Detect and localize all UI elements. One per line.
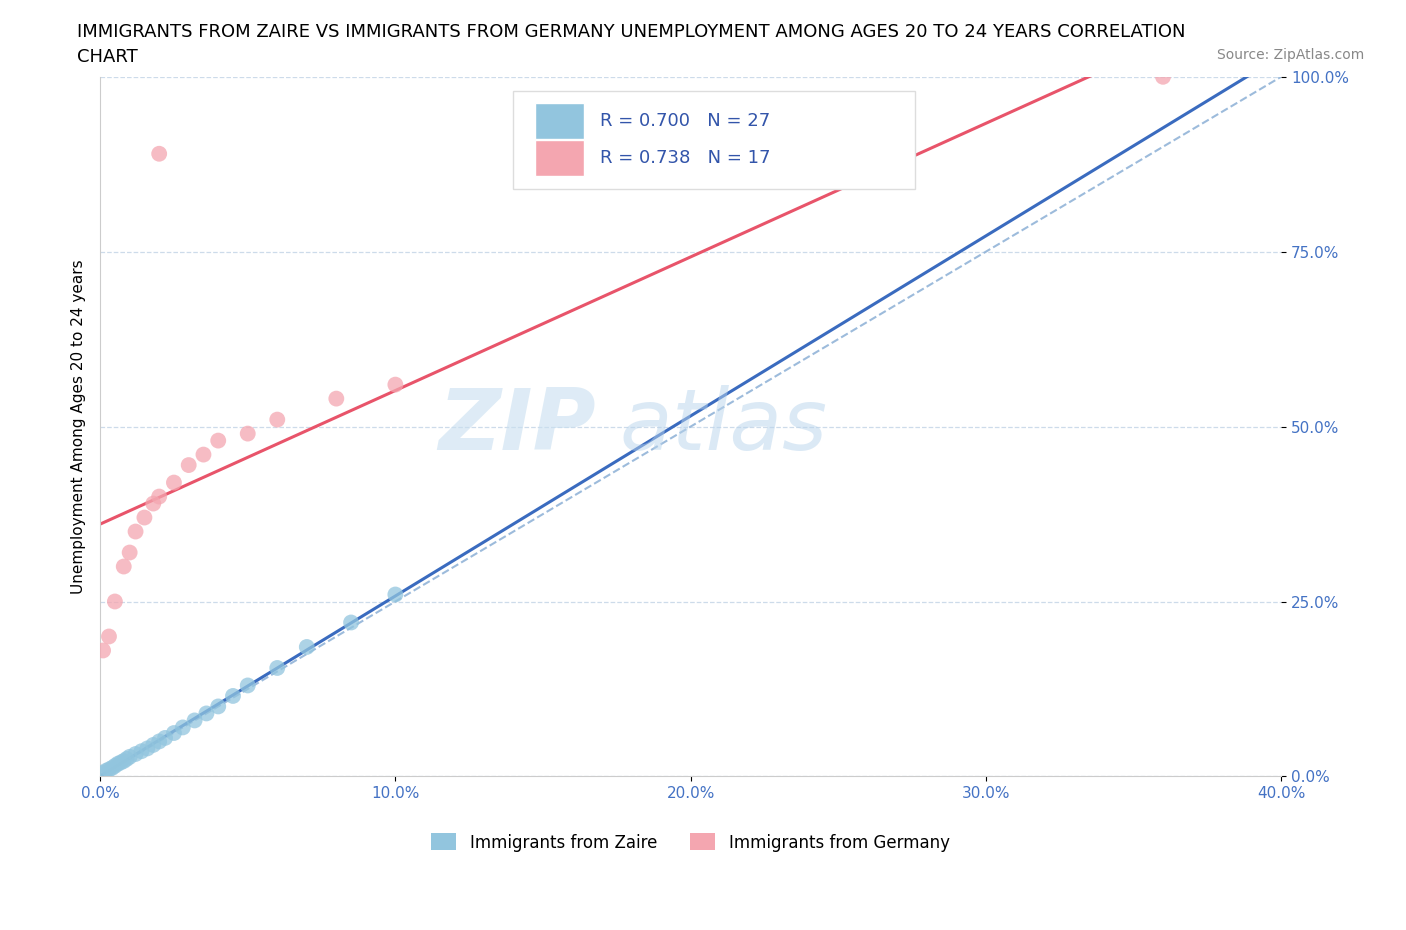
Point [98,762,121,777]
Point [183,713,205,728]
Point [153,730,176,745]
Point [118,750,141,764]
Point [177,458,200,472]
Point [136,741,159,756]
Point [142,737,165,752]
FancyBboxPatch shape [534,140,585,176]
Point [112,559,135,574]
Point [91,765,114,780]
Point [236,678,259,693]
Point [172,720,194,735]
Point [124,747,146,762]
Point [148,734,170,749]
Text: IMMIGRANTS FROM ZAIRE VS IMMIGRANTS FROM GERMANY UNEMPLOYMENT AMONG AGES 20 TO 2: IMMIGRANTS FROM ZAIRE VS IMMIGRANTS FROM… [77,23,1185,41]
Point [118,545,141,560]
Point [207,433,229,448]
Text: R = 0.700   N = 27: R = 0.700 N = 27 [600,112,770,130]
Point [134,511,156,525]
Y-axis label: Unemployment Among Ages 20 to 24 years: Unemployment Among Ages 20 to 24 years [72,259,86,594]
Point [295,640,318,655]
Point [131,744,153,759]
Legend: Immigrants from Zaire, Immigrants from Germany: Immigrants from Zaire, Immigrants from G… [425,827,956,858]
Point [107,756,129,771]
Point [148,146,170,161]
Text: Source: ZipAtlas.com: Source: ZipAtlas.com [1216,48,1364,62]
Point [104,594,127,609]
FancyBboxPatch shape [513,91,915,189]
Point [101,761,124,776]
Point [163,725,186,740]
Point [222,688,245,703]
Point [142,496,165,511]
Point [115,751,138,766]
Point [266,412,288,427]
Point [112,753,135,768]
FancyBboxPatch shape [534,102,585,140]
Text: atlas: atlas [620,385,828,468]
Point [98,629,121,644]
Point [1152,70,1174,85]
Point [104,759,127,774]
Text: R = 0.738   N = 17: R = 0.738 N = 17 [600,149,770,167]
Point [193,447,215,462]
Point [207,699,229,714]
Point [91,643,114,658]
Point [236,426,259,441]
Text: CHART: CHART [77,48,138,66]
Point [195,706,218,721]
Point [124,525,146,539]
Point [384,587,406,602]
Point [148,489,170,504]
Point [110,755,132,770]
Point [266,660,288,675]
Text: ZIP: ZIP [439,385,596,468]
Point [163,475,186,490]
Point [94,764,117,778]
Point [384,378,406,392]
Point [325,392,347,406]
Point [340,615,363,630]
